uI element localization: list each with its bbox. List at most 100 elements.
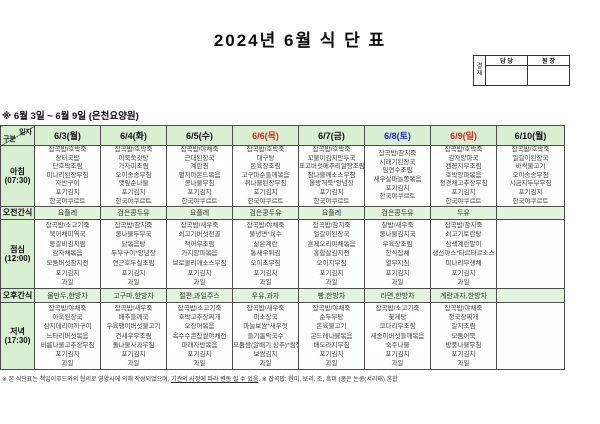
approval-box: 결재 담 당 원 장	[473, 55, 570, 86]
menu-item: 우육팽이버섯불고기	[106, 323, 161, 331]
menu-item: 포기김치	[253, 269, 278, 277]
menu-item: 포기김치	[518, 188, 543, 196]
menu-cell: 라면,한방차	[364, 288, 431, 304]
menu-item: 잡곡밥/참치죽	[114, 221, 153, 229]
menu-item: 연근호두실조림	[112, 259, 155, 267]
week-range-subtitle: ※ 6월 3일 ~ 6월 9일 (은천요양원)	[2, 111, 139, 122]
menu-item: 잡곡밥/호박죽	[48, 146, 87, 153]
menu-item: 잡곡밥/참치죽	[444, 221, 483, 229]
menu-cell: 잡곡밥/참치죽 시래기된장국 임연수조림 새우살마늘쫑볶음 포기김치 한국야쿠르트	[364, 144, 431, 208]
menu-cell: 잡곡밥/소고기죽 꽃게탕 코다리무조림 새송이버섯들깨볶음 숙주나물 포기김치 과일	[364, 302, 431, 371]
menu-cell: 잡곡밥/야채죽 청국장찌개 갈치조림 모둠어묵 방풍나물무침 포기김치 과일	[430, 302, 497, 371]
menu-item: 숙주나물	[385, 341, 410, 349]
menu-cell: 요플레	[166, 206, 233, 221]
menu-cell: 잡곡밥/호박죽 얼갈이된장국 바싹불고기 오이송송무침 시금치두부무침 포기김치 한국야쿠르…	[496, 144, 565, 208]
date-header: 6/9(일)	[430, 125, 497, 146]
menu-item: 우육장조림	[382, 240, 413, 248]
menu-item: 잡곡밥/호박죽	[246, 146, 285, 153]
footer-note-underlined: 기관의 사정에 따라 변동 될 수 있음	[171, 377, 259, 384]
menu-item: 북어채미역국	[49, 231, 86, 239]
menu-item: 순두부탕	[319, 313, 344, 321]
menu-item: 물냉면*육수	[249, 231, 282, 239]
menu-item: 과일	[325, 360, 338, 368]
menu-cell	[496, 206, 565, 221]
menu-item: 쇠고기토란탕	[445, 231, 482, 239]
menu-item: 잡곡밥/야채죽	[246, 221, 285, 229]
date-header: 6/5(수)	[166, 125, 233, 146]
menu-item: 돌나물사과무침	[112, 341, 155, 349]
menu-item: 계란찜	[190, 163, 209, 171]
menu-item: 코다리무조림	[379, 323, 416, 331]
menu-item: 잡곡밥/야채죽	[444, 304, 483, 312]
approval-stamp-label: 결재	[473, 55, 486, 86]
menu-cell: 잡곡밥/호박죽 어묵쑥갓탕 가자미조림 오이송송무침 깻잎순나물 포기김치 한국야쿠르트	[100, 144, 167, 208]
menu-cell: 잡곡밥/새우죽 쇠고기버섯전골 적어무조림 가지양파볶음 브로콜리깨소스무침 포기김치 과일	[166, 219, 233, 290]
menu-item: 한국야쿠르트	[247, 197, 284, 205]
menu-row-amsnack: 오전간식 요플레 검은콩두유 요플레 검은콩두유 요플레 검은콩두유 두유	[0, 206, 565, 221]
menu-item: 올방개묵*양념장	[309, 180, 354, 188]
corner-cell: 일자 구분	[0, 125, 35, 146]
menu-item: 비름나물고추장무침	[40, 341, 95, 349]
menu-item: 멸치아몬드볶음	[178, 171, 221, 179]
menu-cell: 검은콩두유	[364, 206, 431, 221]
menu-item: 과일	[127, 360, 140, 368]
approval-sign-cell	[527, 65, 570, 86]
menu-cell: 잡곡밥/호박죽 꼬물이김치만두국 표고버섯메추리알장조림 참나물깨소스무침 올방개묵*양…	[298, 144, 365, 208]
menu-item: 잡곡밥/참치죽	[378, 150, 417, 158]
menu-item: 과일	[391, 360, 404, 368]
menu-cell: 요플레	[298, 206, 365, 221]
menu-table: 일자 구분 6/3(월) 6/4(화) 6/5(수) 6/6(목) 6/7(금) 6/8(…	[0, 125, 565, 371]
menu-item: 열무지짐	[385, 259, 410, 267]
menu-item: 브로콜리깨소스무침	[172, 259, 227, 267]
menu-item: 시금치두부무침	[509, 180, 552, 188]
menu-item: 삼치데리야끼구이	[43, 323, 92, 331]
menu-item: 잡곡밥/호박죽	[114, 146, 153, 153]
menu-item: 과일	[457, 279, 470, 287]
menu-item: 잡곡밥/참치죽	[312, 221, 351, 229]
menu-item: 포기김치	[253, 188, 278, 196]
row-label-breakfast: 아침 (07:30)	[0, 144, 35, 208]
menu-item: 잡곡밥/새우죽	[180, 221, 219, 229]
menu-item: 포기김치	[319, 351, 344, 359]
menu-item: 잡곡밥/호박죽	[444, 146, 483, 153]
menu-item: 오이송송무침	[512, 171, 549, 179]
menu-item: 감자양파국	[448, 154, 479, 162]
menu-row-dinner: 저녁 (17:30) 잡곡밥/야채죽 아욱된장국 삼치데리야끼구이 느타리버섯볶음 비름나물…	[0, 302, 565, 371]
menu-item: 포기김치	[187, 269, 212, 277]
menu-item: 찰밥/새우죽	[381, 221, 414, 229]
menu-item: 잡곡밥/새우죽	[114, 304, 153, 312]
menu-item: 잡곡밥/야채죽	[180, 146, 219, 153]
corner-category-label: 구분	[3, 136, 16, 143]
menu-item: 느타리버섯볶음	[46, 332, 89, 340]
menu-item: 오이지무침	[316, 259, 347, 267]
menu-cell: 잡곡밥/야채죽 물냉면*육수 삶은계란 통새우튀김 오이초무침 포기김치 과일	[232, 219, 299, 290]
menu-cell	[496, 302, 565, 371]
menu-item: 삶은계란	[253, 240, 278, 248]
menu-item: 잡곡밥/호박죽	[312, 146, 351, 153]
menu-item: 포기김치	[55, 188, 80, 196]
menu-item: 한국야쿠르트	[181, 197, 218, 205]
menu-cell: 물만두,한방차	[34, 288, 101, 304]
menu-item: 포기김치	[385, 351, 410, 359]
menu-item: 과일	[127, 279, 140, 287]
footer-note: ※ 본 식단표는 책임이푸드와의 협의로 영양사에 의해 작성되었으며, 기관의…	[2, 374, 600, 383]
menu-item: 쇠고기버섯전골	[178, 231, 221, 239]
menu-cell: 고구마,한방차	[100, 288, 167, 304]
menu-cell: 두유	[430, 206, 497, 221]
menu-item: 과일	[61, 360, 74, 368]
menu-item: 등갈비김치찜	[49, 240, 86, 248]
menu-cell: 요플레	[34, 206, 101, 221]
menu-item: 돈육불고기	[316, 323, 347, 331]
menu-item: 배추들깨국	[118, 313, 149, 321]
menu-item: 참나물깨소스무침	[307, 171, 356, 179]
menu-item: 건새우무조림	[115, 332, 152, 340]
menu-item: 아욱된장국	[52, 313, 83, 321]
menu-item: 곤드레나물볶음	[310, 332, 353, 340]
menu-item: 포기김치	[55, 269, 80, 277]
menu-item: 과일	[391, 279, 404, 287]
menu-item: 옥수수콘찹쌀야채전	[172, 332, 227, 340]
menu-item: 잡곡밥/새우죽	[246, 304, 285, 312]
menu-cell: 잡곡밥/야채죽 근대된장국 계란찜 멸치아몬드볶음 콩나물무침 포기김치 한국야쿠르트	[166, 144, 233, 208]
menu-cell: 절편,과일주스	[166, 288, 233, 304]
menu-item: 과일	[325, 279, 338, 287]
